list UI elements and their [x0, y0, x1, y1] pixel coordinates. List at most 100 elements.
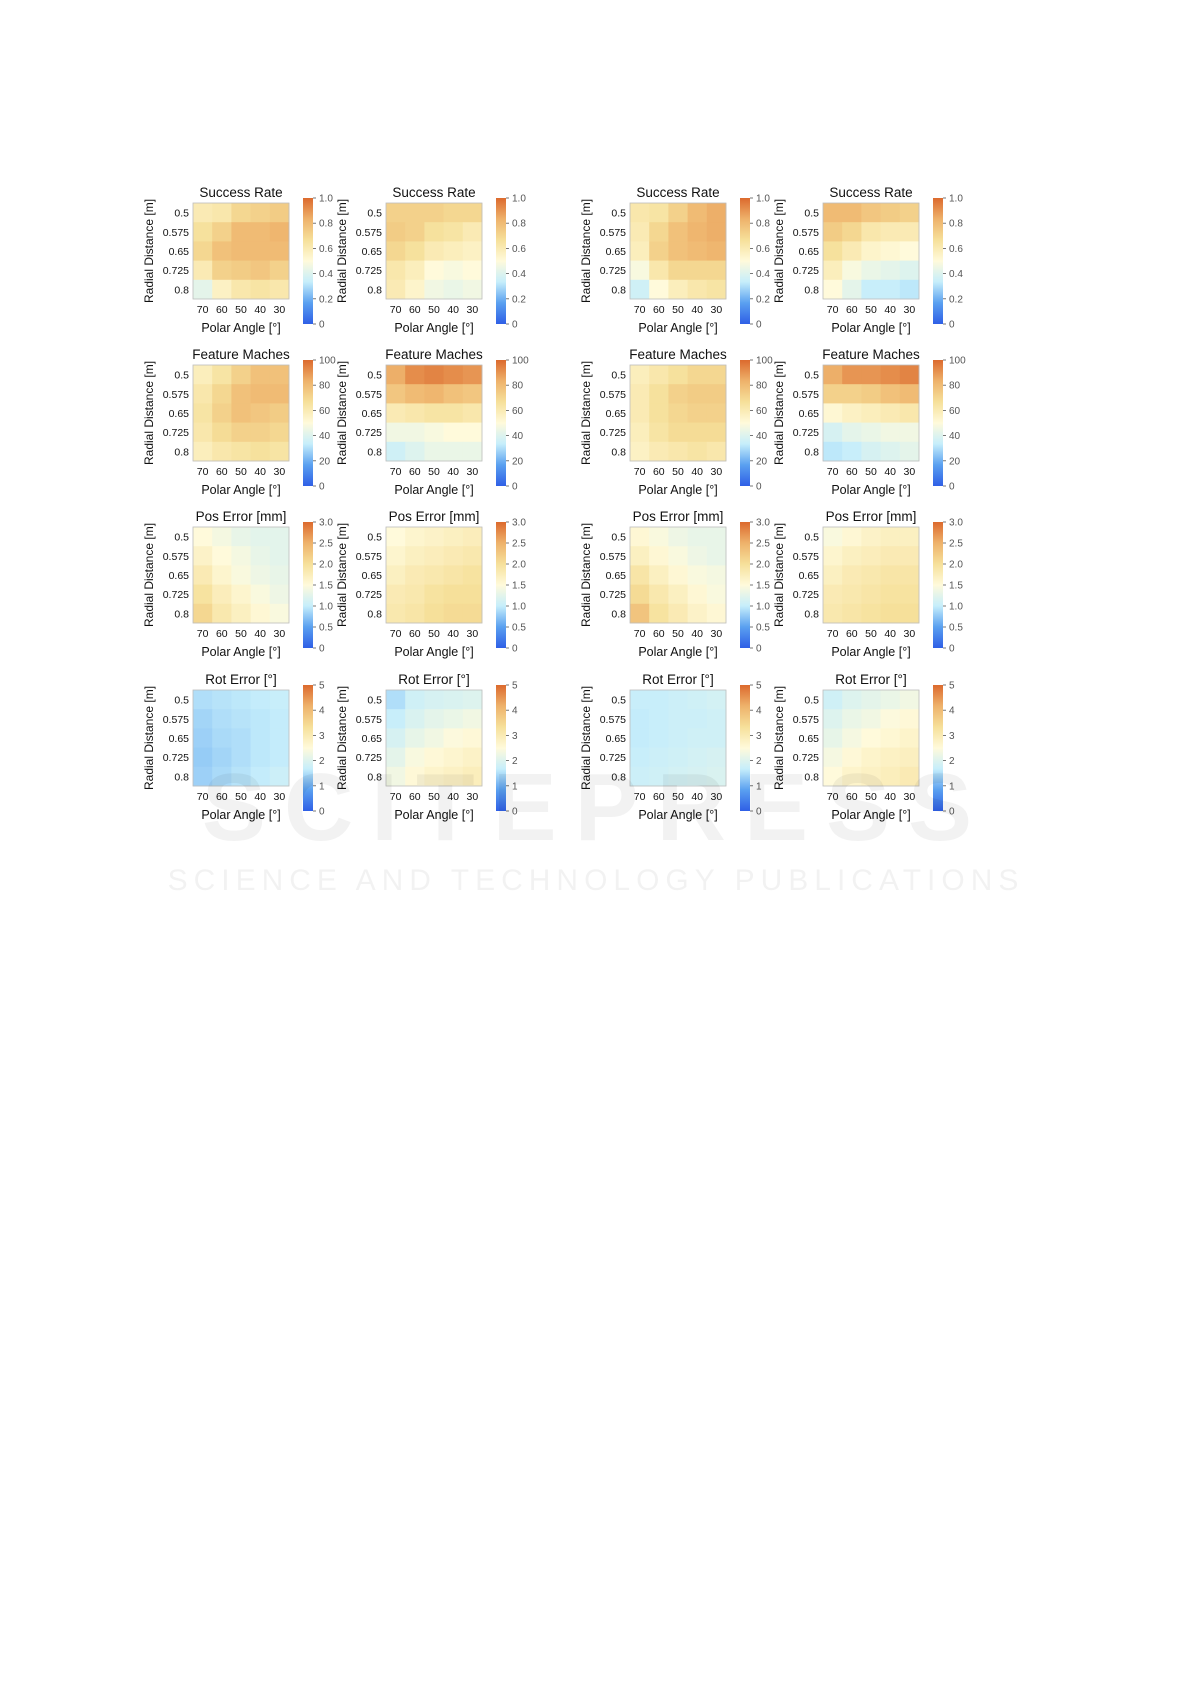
heatmap-cell	[687, 546, 708, 566]
heatmap-cell	[687, 260, 708, 281]
colorbar-tick-label: 2.0	[949, 560, 963, 571]
heatmap-cell	[269, 403, 290, 423]
heatmap-cell	[462, 546, 483, 566]
y-tick-label: 0.575	[793, 551, 819, 563]
heatmap-cell	[212, 747, 232, 768]
colorbar	[303, 198, 313, 324]
y-tick-label: 0.65	[169, 733, 190, 745]
colorbar-tick-label: 60	[319, 406, 331, 417]
heatmap-cell	[649, 709, 669, 729]
heatmap-cell	[687, 222, 708, 242]
colorbar-tick-label: 0	[756, 807, 762, 818]
heatmap-cell	[823, 584, 843, 605]
heatmap-cell	[668, 709, 688, 729]
heatmap-cell	[861, 584, 881, 605]
heatmap-cell	[193, 728, 213, 748]
y-tick-label: 0.5	[611, 695, 626, 707]
colorbar-tick-label: 4	[949, 706, 955, 717]
x-tick-label: 70	[634, 304, 646, 316]
colorbar-tick-label: 1.0	[949, 194, 963, 205]
heatmap-cell	[668, 384, 688, 404]
heatmap-cell	[443, 384, 464, 404]
heatmap-cell	[405, 603, 425, 624]
heatmap-cell	[842, 766, 862, 787]
heatmap-cell	[386, 203, 406, 223]
y-axis-label: Radial Distance [m]	[335, 523, 349, 627]
heatmap-cell	[193, 603, 213, 624]
heatmap-cell	[687, 584, 708, 605]
heatmap-cell	[269, 241, 290, 261]
heatmap-cell	[842, 384, 862, 404]
y-axis-label: Radial Distance [m]	[579, 361, 593, 465]
colorbar-tick-label: 2	[949, 756, 955, 767]
x-axis-label: Polar Angle [°]	[638, 321, 717, 335]
heatmap-cell	[212, 241, 232, 261]
heatmap-panel: Pos Error [mm] 0.5 0.575 0.65 0.725 0.8 70 60 50…	[142, 509, 333, 659]
heatmap-cell	[386, 603, 406, 624]
colorbar-tick-label: 0.6	[756, 244, 770, 255]
x-axis-label: Polar Angle [°]	[638, 645, 717, 659]
x-tick-label: 60	[846, 304, 858, 316]
y-tick-label: 0.725	[356, 427, 382, 439]
x-tick-label: 60	[409, 466, 421, 478]
colorbar-tick-label: 0.4	[949, 269, 963, 280]
plot-frame	[385, 526, 483, 624]
heatmap-cell	[231, 565, 251, 585]
colorbar-tick-label: 1	[756, 781, 762, 792]
colorbar-tick-label: 20	[949, 456, 961, 467]
y-tick-label: 0.8	[174, 284, 189, 296]
heatmap-cell	[443, 747, 464, 768]
x-tick-label: 50	[428, 466, 440, 478]
heatmap-cell	[424, 279, 444, 300]
heatmap-cell	[443, 222, 464, 242]
heatmap-cell	[386, 709, 406, 729]
heatmap-cell	[668, 766, 688, 787]
heatmap-cell	[823, 279, 843, 300]
panel-title: Success Rate	[199, 185, 282, 200]
heatmap-cell	[193, 422, 213, 443]
y-axis-label: Radial Distance [m]	[142, 199, 156, 303]
y-tick-label: 0.725	[600, 427, 626, 439]
colorbar-tick-label: 0	[949, 807, 955, 818]
heatmap-cell	[706, 203, 727, 223]
x-tick-label: 50	[235, 628, 247, 640]
heatmap-cell	[231, 403, 251, 423]
colorbar-tick-label: 0.6	[949, 244, 963, 255]
x-tick-label: 30	[711, 466, 723, 478]
colorbar-tick-label: 0.4	[756, 269, 770, 280]
y-tick-label: 0.65	[606, 570, 627, 582]
heatmap-cell	[424, 565, 444, 585]
heatmap-cell	[630, 603, 650, 624]
heatmap-cell	[405, 365, 425, 385]
colorbar	[303, 685, 313, 811]
y-axis-label: Radial Distance [m]	[335, 686, 349, 790]
colorbar	[740, 360, 750, 486]
heatmap-cell	[861, 728, 881, 748]
heatmap-cell	[899, 241, 920, 261]
heatmap-cell	[899, 690, 920, 710]
y-tick-label: 0.725	[356, 752, 382, 764]
colorbar-tick-label: 40	[756, 431, 768, 442]
heatmap-cell	[823, 403, 843, 423]
heatmap-cell	[861, 527, 881, 547]
heatmap-cell	[424, 203, 444, 223]
heatmap-cell	[687, 709, 708, 729]
y-axis-label: Radial Distance [m]	[142, 523, 156, 627]
heatmap-cell	[386, 690, 406, 710]
heatmap-panel: Success Rate 0.5 0.575 0.65 0.725 0.8 70 60 50 40…	[772, 185, 963, 335]
heatmap-cell	[405, 441, 425, 462]
colorbar-tick-label: 0.2	[756, 294, 770, 305]
heatmap-cell	[443, 709, 464, 729]
y-tick-label: 0.8	[804, 284, 819, 296]
heatmap-cell	[687, 384, 708, 404]
heatmap-cell	[424, 728, 444, 748]
x-tick-label: 70	[827, 466, 839, 478]
heatmap-cell	[424, 709, 444, 729]
heatmap-cell	[443, 441, 464, 462]
heatmap-cell	[250, 709, 271, 729]
heatmap-cell	[386, 584, 406, 605]
x-axis-label: Polar Angle [°]	[831, 321, 910, 335]
colorbar-tick-label: 5	[949, 681, 955, 692]
heatmap-cell	[842, 260, 862, 281]
